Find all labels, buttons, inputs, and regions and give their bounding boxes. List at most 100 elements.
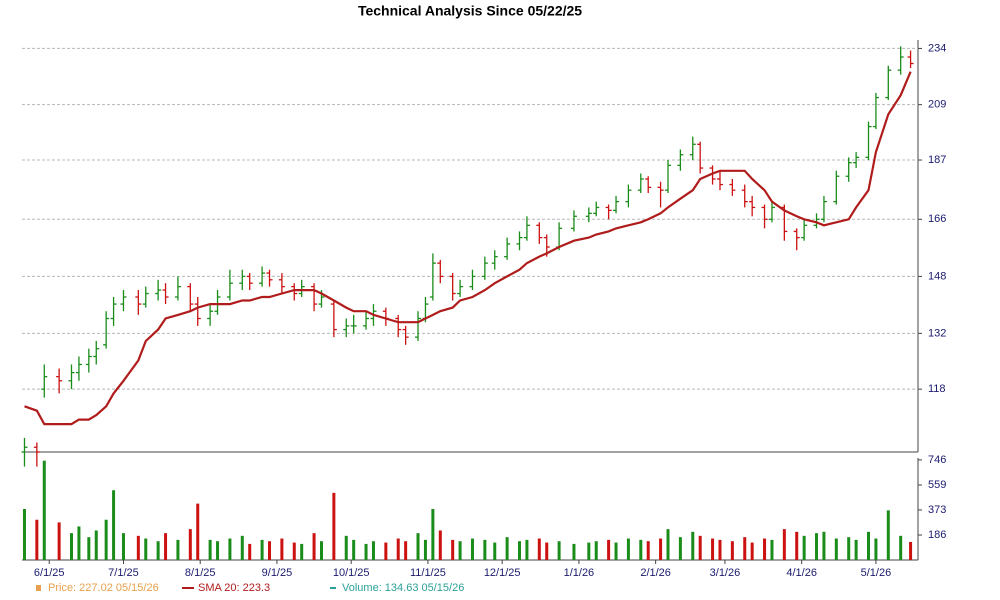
volume-bar xyxy=(639,539,643,560)
y-tick-label: 132 xyxy=(928,327,946,339)
volume-bar xyxy=(718,539,722,560)
y2-tick-label: 746 xyxy=(928,454,946,466)
volume-bar xyxy=(815,533,819,560)
x-tick-label: 10/1/25 xyxy=(333,567,370,579)
volume-bar xyxy=(763,538,767,560)
volume-bar xyxy=(144,538,148,560)
y-tick-label: 148 xyxy=(928,270,946,282)
volume-bar xyxy=(730,541,734,560)
volume-bar xyxy=(396,538,400,560)
volume-bar xyxy=(312,533,316,560)
volume-bar xyxy=(196,503,200,560)
volume-bar xyxy=(483,539,487,560)
volume-bar xyxy=(121,533,125,560)
volume-bar xyxy=(822,531,826,560)
volume-bar xyxy=(782,529,786,560)
volume-bar xyxy=(280,538,284,560)
volume-bar xyxy=(666,529,670,560)
volume-bar xyxy=(404,541,408,560)
volume-bar xyxy=(438,530,442,560)
x-tick-label: 8/1/25 xyxy=(185,567,216,579)
volume-bar xyxy=(77,526,81,560)
volume-bar xyxy=(909,541,913,560)
volume-bar xyxy=(208,539,212,560)
volume-bar xyxy=(866,531,870,560)
y-tick-label: 209 xyxy=(928,99,946,111)
volume-bar xyxy=(87,537,91,560)
y-tick-label: 187 xyxy=(928,154,946,166)
volume-bar xyxy=(743,537,747,560)
volume-bar xyxy=(136,535,140,560)
volume-bar xyxy=(104,519,108,560)
volume-bar xyxy=(164,533,168,560)
volume-bar xyxy=(594,541,598,560)
legend-label: Price: 227.02 05/15/26 xyxy=(48,582,159,594)
volume-bar xyxy=(458,541,462,560)
volume-bar xyxy=(57,522,61,560)
volume-bar xyxy=(770,539,774,560)
volume-bar xyxy=(750,542,754,560)
sma-line xyxy=(24,71,912,426)
x-tick-label: 4/1/26 xyxy=(786,567,817,579)
volume-bar xyxy=(176,539,180,560)
volume-bar xyxy=(188,529,192,560)
y2-tick-label: 186 xyxy=(928,529,946,541)
volume-bar xyxy=(572,543,576,560)
x-tick-label: 5/1/26 xyxy=(861,567,892,579)
y-tick-label: 234 xyxy=(928,42,946,54)
volume-bar xyxy=(240,535,244,560)
x-tick-label: 2/1/26 xyxy=(640,567,671,579)
volume-bar xyxy=(431,509,435,560)
y2-tick-label: 373 xyxy=(928,504,946,516)
volume-bar xyxy=(847,537,851,560)
volume-bar xyxy=(94,530,98,560)
volume-bar xyxy=(659,538,663,560)
volume-bar xyxy=(626,538,630,560)
volume-bar xyxy=(319,541,323,560)
volume-bar xyxy=(518,541,522,560)
x-tick-label: 1/1/26 xyxy=(564,567,595,579)
chart-title: Technical Analysis Since 05/22/25 xyxy=(358,3,582,19)
volume-bar xyxy=(899,535,903,560)
volume-bar xyxy=(505,537,509,560)
volume-bar xyxy=(854,539,858,560)
volume-bar xyxy=(384,542,388,560)
x-tick-label: 6/1/25 xyxy=(34,567,65,579)
volume-bar xyxy=(292,542,296,560)
legend-marker xyxy=(36,585,41,591)
volume-bar xyxy=(423,539,427,560)
volume-bar xyxy=(112,490,116,560)
legend-label: Volume: 134.63 05/15/26 xyxy=(342,582,464,594)
x-tick-label: 11/1/25 xyxy=(410,567,446,579)
volume-bar xyxy=(557,541,561,560)
legend-label: SMA 20: 223.3 xyxy=(198,582,270,594)
volume-bar xyxy=(228,538,232,560)
volume-bar xyxy=(493,542,497,560)
volume-bar xyxy=(646,541,650,560)
volume-bar xyxy=(711,538,715,560)
volume-bar xyxy=(156,541,160,560)
volume-bar xyxy=(371,541,375,560)
volume-bar xyxy=(470,538,474,560)
volume-bar xyxy=(216,541,220,560)
y2-tick-label: 559 xyxy=(928,479,946,491)
volume-bar xyxy=(22,509,26,560)
x-tick-label: 12/1/25 xyxy=(484,567,521,579)
volume-bar xyxy=(416,533,420,560)
volume-bar xyxy=(587,542,591,560)
x-tick-label: 3/1/26 xyxy=(710,567,741,579)
volume-bar xyxy=(300,543,304,560)
volume-bar xyxy=(802,535,806,560)
volume-bar xyxy=(42,460,46,560)
volume-bar xyxy=(352,539,356,560)
volume-bar xyxy=(344,535,348,560)
volume-bar xyxy=(260,539,264,560)
y-tick-label: 166 xyxy=(928,213,946,225)
volume-bar xyxy=(364,543,368,560)
volume-bar xyxy=(545,542,549,560)
volume-bar xyxy=(525,539,529,560)
volume-bar xyxy=(248,543,252,560)
volume-bar xyxy=(874,538,878,560)
volume-bar xyxy=(834,538,838,560)
